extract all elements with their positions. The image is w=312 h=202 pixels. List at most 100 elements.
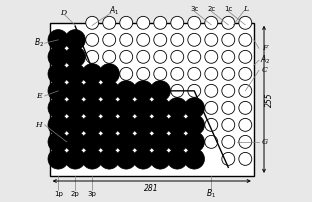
Circle shape [137, 33, 150, 46]
Circle shape [239, 33, 252, 46]
Circle shape [103, 16, 116, 29]
Circle shape [239, 67, 252, 80]
Circle shape [65, 98, 85, 118]
Circle shape [205, 50, 218, 63]
Text: $B_1$: $B_1$ [206, 187, 216, 200]
Circle shape [239, 84, 252, 97]
Circle shape [65, 115, 85, 135]
Circle shape [120, 16, 133, 29]
Circle shape [48, 115, 68, 135]
Circle shape [82, 132, 102, 152]
Text: L: L [243, 5, 248, 13]
Circle shape [99, 115, 119, 135]
Circle shape [120, 67, 133, 80]
Circle shape [239, 135, 252, 148]
Circle shape [222, 153, 235, 165]
Circle shape [99, 64, 119, 84]
Text: 255: 255 [266, 92, 275, 107]
Circle shape [99, 98, 119, 118]
Circle shape [239, 153, 252, 165]
Circle shape [188, 33, 201, 46]
Text: G: G [262, 138, 268, 146]
Circle shape [239, 101, 252, 114]
Circle shape [184, 98, 204, 118]
Text: D: D [60, 9, 66, 17]
Circle shape [205, 16, 218, 29]
Circle shape [133, 132, 154, 152]
Circle shape [222, 101, 235, 114]
Text: C: C [262, 66, 268, 74]
Circle shape [239, 16, 252, 29]
Text: 1c: 1c [224, 6, 232, 12]
Circle shape [188, 67, 201, 80]
Circle shape [171, 50, 184, 63]
Text: 2p: 2p [71, 191, 80, 197]
Circle shape [171, 84, 184, 97]
Circle shape [65, 81, 85, 101]
Circle shape [86, 67, 99, 80]
Circle shape [205, 135, 218, 148]
Circle shape [137, 50, 150, 63]
Circle shape [103, 67, 116, 80]
Circle shape [154, 67, 167, 80]
Circle shape [167, 149, 188, 169]
Circle shape [48, 98, 68, 118]
Circle shape [188, 16, 201, 29]
Circle shape [65, 64, 85, 84]
Circle shape [239, 50, 252, 63]
Text: $B_2$: $B_2$ [34, 37, 44, 49]
Circle shape [48, 132, 68, 152]
Circle shape [205, 33, 218, 46]
Circle shape [222, 16, 235, 29]
Circle shape [48, 149, 68, 169]
Circle shape [222, 67, 235, 80]
Text: 281: 281 [144, 184, 159, 193]
Circle shape [222, 50, 235, 63]
Circle shape [154, 33, 167, 46]
Circle shape [116, 115, 136, 135]
Text: 2c: 2c [207, 6, 215, 12]
Circle shape [184, 132, 204, 152]
Circle shape [137, 67, 150, 80]
Circle shape [222, 135, 235, 148]
Circle shape [48, 47, 68, 67]
Circle shape [171, 16, 184, 29]
Circle shape [150, 115, 170, 135]
Circle shape [171, 67, 184, 80]
Circle shape [171, 33, 184, 46]
Circle shape [103, 33, 116, 46]
Circle shape [116, 149, 136, 169]
Bar [50, 23, 254, 176]
Text: E: E [36, 92, 41, 100]
Circle shape [239, 118, 252, 131]
Circle shape [222, 84, 235, 97]
Circle shape [133, 98, 154, 118]
Circle shape [188, 50, 201, 63]
Circle shape [103, 50, 116, 63]
Circle shape [150, 149, 170, 169]
Circle shape [99, 149, 119, 169]
Circle shape [48, 81, 68, 101]
Circle shape [86, 16, 99, 29]
Text: 3p: 3p [88, 191, 97, 197]
Circle shape [82, 81, 102, 101]
Circle shape [99, 81, 119, 101]
Circle shape [222, 118, 235, 131]
Circle shape [65, 47, 85, 67]
Circle shape [120, 50, 133, 63]
Circle shape [154, 16, 167, 29]
Text: 3c: 3c [190, 6, 198, 12]
Circle shape [82, 149, 102, 169]
Circle shape [222, 33, 235, 46]
Text: $A_1$: $A_1$ [109, 5, 119, 17]
Circle shape [205, 84, 218, 97]
Circle shape [82, 115, 102, 135]
Circle shape [116, 98, 136, 118]
Circle shape [82, 98, 102, 118]
Circle shape [167, 98, 188, 118]
Circle shape [82, 64, 102, 84]
Circle shape [116, 132, 136, 152]
Circle shape [120, 33, 133, 46]
Circle shape [167, 132, 188, 152]
Text: F: F [262, 44, 267, 52]
